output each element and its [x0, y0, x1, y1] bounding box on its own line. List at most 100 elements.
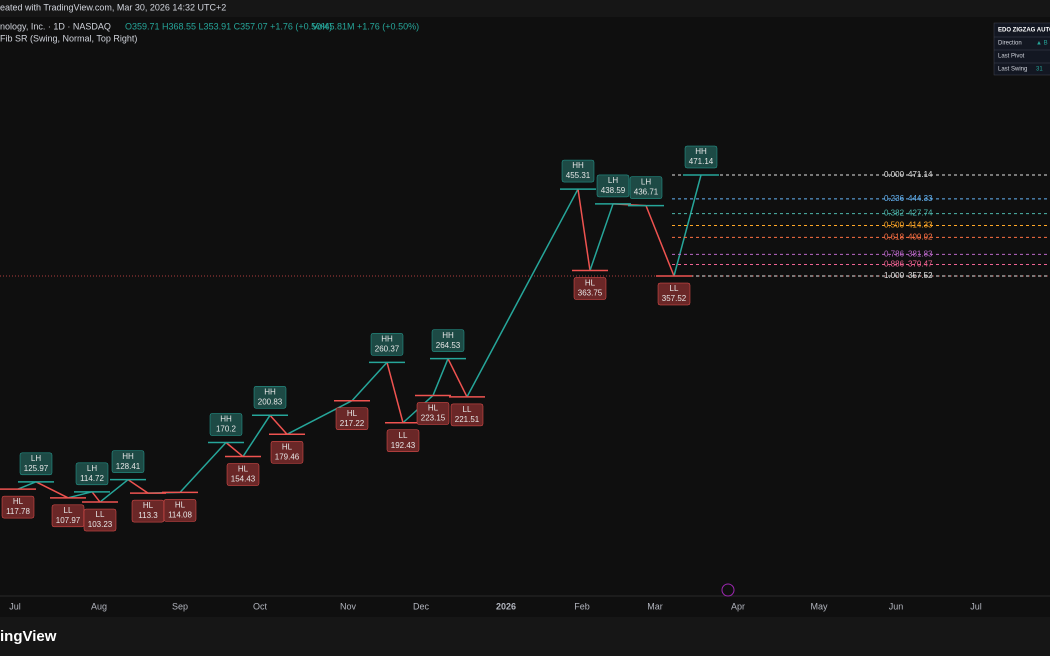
- fib-ratio: 0.500: [884, 221, 905, 230]
- fib-ratio: 0.236: [884, 194, 905, 203]
- volume-text: Vol45.81M +1.76 (+0.50%): [312, 21, 419, 31]
- pivot-type: HL: [282, 442, 293, 451]
- ohlc-text: O359.71 H368.55 L353.91 C357.07 +1.76 (+…: [125, 21, 332, 31]
- fib-ratio: 0.000: [884, 170, 905, 179]
- pivot-type: LH: [641, 178, 651, 187]
- pivot-box: [573, 277, 607, 300]
- top-bar: [0, 0, 1050, 17]
- x-tick-label: Aug: [91, 601, 107, 611]
- x-tick-label: Oct: [253, 601, 268, 611]
- table-bg: [993, 22, 1050, 76]
- zigzag-segment: [99, 479, 129, 503]
- pivot-value: 113.3: [138, 511, 158, 520]
- fib-ratio: 0.886: [884, 260, 905, 269]
- zigzag-segment: [35, 481, 69, 499]
- created-text: eated with TradingView.com, Mar 30, 2026…: [0, 2, 226, 12]
- pivot-box: [253, 386, 287, 409]
- pivot-box: [209, 413, 243, 436]
- pivot-box: [226, 463, 260, 486]
- pivot-type: HH: [381, 334, 393, 343]
- fib-ratio: 1.000: [884, 271, 905, 280]
- fib-ratio: 0.382: [884, 209, 905, 218]
- pivot-value: 357.52: [662, 294, 687, 303]
- pivot-box: [450, 403, 484, 427]
- fib-price: 400.92: [908, 233, 933, 242]
- zigzag-segment: [432, 358, 449, 396]
- pivot-type: LH: [608, 176, 618, 185]
- fib-price: 381.83: [908, 249, 933, 258]
- pivot-value: 264.53: [436, 341, 461, 350]
- pivot-box: [370, 333, 404, 356]
- fib-price: 427.74: [908, 209, 933, 218]
- pivot-value: 221.51: [455, 415, 480, 424]
- pivot-type: HH: [264, 387, 276, 396]
- pivot-box: [83, 508, 117, 532]
- x-tick-label: Jun: [889, 601, 904, 611]
- pivot-box: [561, 159, 595, 183]
- table-cell: Direction: [998, 41, 1022, 47]
- table-cell: 31: [1036, 67, 1043, 73]
- pivot-type: LL: [399, 431, 408, 440]
- pivot-type: HH: [122, 452, 134, 461]
- zigzag-segment: [351, 361, 388, 402]
- pivot-type: HL: [175, 501, 186, 510]
- zigzag-segment: [286, 400, 353, 435]
- pivot-value: 260.37: [375, 344, 400, 353]
- pivot-type: LH: [87, 464, 97, 473]
- pivot-type: HL: [347, 409, 358, 418]
- pivot-value: 363.75: [578, 289, 603, 298]
- pivot-value: 117.78: [6, 507, 30, 516]
- pivot-type: HL: [428, 404, 439, 413]
- pivot-value: 217.22: [340, 419, 365, 428]
- symbol-text: nology, Inc. · 1D · NASDAQ: [0, 21, 111, 31]
- pivot-value: 114.08: [168, 511, 192, 520]
- pivot-value: 114.72: [80, 474, 104, 483]
- table-cell: Last Swing: [998, 67, 1027, 73]
- pivot-box: [596, 174, 630, 198]
- fib-price: 414.33: [908, 221, 933, 230]
- pivot-box: [270, 441, 304, 464]
- x-tick-label: Apr: [731, 601, 745, 611]
- x-tick-label: Feb: [574, 601, 590, 611]
- pivot-box: [386, 429, 420, 453]
- pivot-value: 107.97: [56, 516, 81, 525]
- pivot-box: [684, 145, 718, 169]
- pivot-type: LL: [463, 405, 472, 414]
- pivot-value: 103.23: [88, 520, 113, 529]
- pivot-box: [19, 452, 53, 476]
- pivot-box: [111, 450, 145, 473]
- pivot-type: HL: [13, 497, 24, 506]
- x-tick-label: Dec: [413, 601, 430, 611]
- zigzag-segment: [179, 442, 227, 493]
- pivot-value: 471.14: [689, 157, 714, 166]
- pivot-type: HH: [572, 161, 584, 170]
- pivot-type: HH: [442, 331, 454, 340]
- event-icon[interactable]: [721, 583, 735, 597]
- pivot-type: HH: [220, 415, 232, 424]
- zigzag-segment: [269, 414, 288, 435]
- pivot-box: [629, 176, 663, 199]
- zigzag-segment: [17, 481, 37, 490]
- zigzag-segment: [225, 441, 244, 458]
- pivot-value: 192.43: [391, 441, 416, 450]
- zigzag-segment: [673, 174, 702, 277]
- x-tick-label: Jul: [9, 601, 21, 611]
- pivot-type: HL: [143, 501, 154, 510]
- pivot-type: LH: [31, 454, 41, 463]
- pivot-type: LL: [96, 510, 105, 519]
- pivot-value: 200.83: [258, 397, 283, 406]
- table-cell: Last Pivot: [998, 54, 1025, 60]
- pivot-type: LL: [670, 284, 679, 293]
- footer-bar: [0, 617, 1050, 656]
- zigzag-segment: [67, 491, 93, 499]
- fib-price: 357.52: [908, 271, 933, 280]
- pivot-value: 223.15: [421, 414, 446, 423]
- table-cell: ▲ B: [1036, 41, 1048, 47]
- zigzag-segment: [645, 205, 675, 277]
- pivot-value: 455.31: [566, 171, 591, 180]
- fib-ratio: 0.618: [884, 233, 905, 242]
- zigzag-segment: [127, 479, 149, 494]
- pivot-box: [163, 499, 197, 522]
